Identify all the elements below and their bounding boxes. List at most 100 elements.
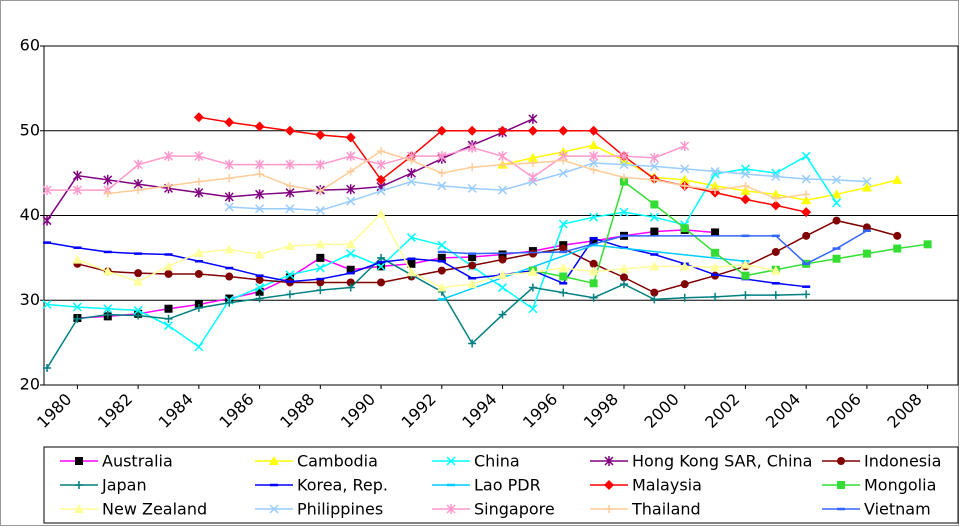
- marker: [619, 273, 628, 282]
- marker: [711, 228, 720, 237]
- marker: [163, 151, 174, 162]
- marker: [346, 151, 356, 162]
- marker: [619, 177, 628, 186]
- marker: [316, 186, 325, 195]
- marker: [893, 244, 902, 253]
- marker: [74, 504, 84, 513]
- marker: [831, 189, 842, 199]
- marker: [73, 314, 82, 323]
- legend-label: Indonesia: [864, 452, 941, 471]
- legend-label: Lao PDR: [474, 476, 541, 495]
- marker: [224, 202, 234, 212]
- marker: [315, 263, 325, 273]
- marker: [346, 196, 356, 206]
- marker: [771, 171, 781, 182]
- marker: [589, 279, 598, 288]
- marker: [437, 181, 447, 191]
- series-line: [532, 180, 928, 285]
- marker: [164, 269, 173, 278]
- y-tick-label: 40: [20, 205, 40, 224]
- marker: [377, 278, 386, 287]
- marker: [255, 189, 265, 200]
- marker: [588, 125, 599, 136]
- marker: [498, 255, 507, 264]
- marker: [604, 480, 614, 490]
- marker: [194, 303, 203, 312]
- marker: [407, 259, 416, 268]
- marker: [741, 181, 750, 190]
- marker: [75, 481, 83, 489]
- marker: [164, 314, 173, 323]
- marker: [740, 169, 750, 179]
- marker: [710, 180, 721, 190]
- marker: [134, 311, 143, 320]
- marker: [284, 241, 295, 251]
- marker: [498, 250, 507, 259]
- marker: [558, 263, 569, 273]
- marker: [771, 247, 780, 256]
- marker: [437, 253, 446, 262]
- marker: [837, 457, 845, 465]
- marker: [740, 259, 751, 269]
- marker: [376, 208, 387, 218]
- marker: [619, 160, 629, 170]
- marker: [619, 173, 628, 182]
- marker: [650, 288, 659, 297]
- marker: [680, 280, 689, 289]
- marker: [862, 249, 871, 258]
- marker: [446, 456, 456, 466]
- marker: [315, 159, 325, 170]
- marker: [528, 249, 537, 258]
- marker: [679, 261, 690, 271]
- marker: [285, 290, 294, 299]
- marker: [770, 265, 781, 275]
- y-tick-label: 20: [20, 375, 40, 394]
- marker: [346, 278, 355, 287]
- marker: [43, 364, 52, 373]
- marker: [589, 158, 599, 168]
- marker: [164, 304, 173, 313]
- marker: [498, 160, 507, 169]
- marker: [832, 198, 842, 208]
- marker: [407, 156, 416, 165]
- marker: [680, 293, 689, 302]
- legend-item: New Zealand: [60, 500, 207, 519]
- marker: [497, 283, 508, 293]
- marker: [269, 504, 279, 514]
- y-tick-label: 30: [20, 290, 40, 309]
- marker: [861, 182, 872, 192]
- marker: [527, 152, 538, 162]
- marker: [528, 283, 537, 292]
- legend-item: Japan: [60, 476, 147, 495]
- marker: [589, 212, 599, 222]
- marker: [588, 266, 599, 276]
- marker: [710, 166, 720, 176]
- marker: [437, 240, 447, 250]
- marker: [680, 224, 689, 233]
- marker: [224, 191, 234, 202]
- marker: [559, 244, 568, 253]
- marker: [437, 169, 446, 178]
- marker: [893, 231, 902, 240]
- legend-label: China: [474, 452, 520, 471]
- marker: [193, 247, 204, 257]
- marker: [42, 185, 52, 196]
- marker: [801, 195, 812, 205]
- marker: [42, 299, 52, 310]
- marker: [376, 174, 387, 185]
- marker: [194, 269, 203, 278]
- marker: [832, 254, 841, 263]
- legend-item: China: [432, 452, 520, 471]
- marker: [801, 151, 811, 161]
- y-tick-label: 60: [20, 36, 40, 55]
- marker: [649, 161, 659, 171]
- marker: [619, 280, 628, 289]
- legend-item: Malaysia: [590, 476, 702, 495]
- legend-item: Thailand: [590, 500, 701, 519]
- marker: [377, 147, 386, 156]
- marker: [284, 125, 295, 136]
- marker: [285, 270, 295, 280]
- marker: [406, 168, 416, 179]
- marker: [559, 288, 568, 297]
- marker: [801, 174, 811, 184]
